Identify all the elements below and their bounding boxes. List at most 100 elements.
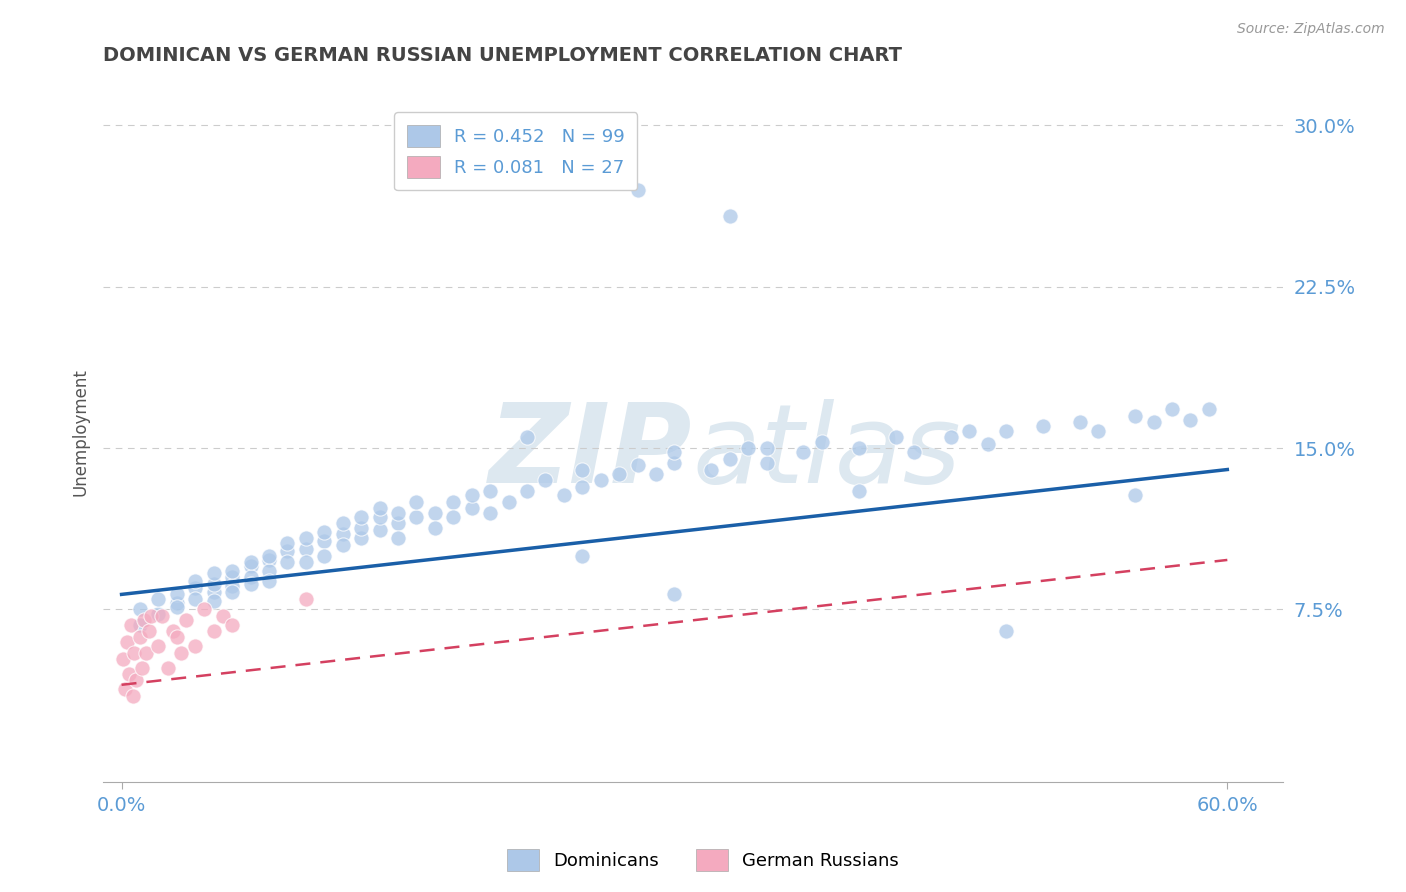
- Point: [332, 516, 354, 531]
- Point: [848, 441, 870, 455]
- Point: [114, 682, 136, 697]
- Point: [239, 555, 262, 569]
- Point: [1032, 419, 1054, 434]
- Point: [174, 613, 197, 627]
- Point: [589, 473, 612, 487]
- Point: [148, 591, 170, 606]
- Point: [1123, 409, 1146, 423]
- Point: [129, 602, 152, 616]
- Point: [792, 445, 814, 459]
- Point: [516, 484, 538, 499]
- Point: [118, 667, 141, 681]
- Point: [129, 631, 152, 645]
- Point: [332, 527, 354, 541]
- Legend: R = 0.452   N = 99, R = 0.081   N = 27: R = 0.452 N = 99, R = 0.081 N = 27: [395, 112, 637, 190]
- Point: [884, 430, 907, 444]
- Point: [212, 608, 235, 623]
- Point: [755, 441, 778, 455]
- Point: [664, 587, 686, 601]
- Point: [977, 436, 1000, 450]
- Point: [995, 424, 1018, 438]
- Point: [257, 574, 280, 589]
- Point: [295, 555, 318, 569]
- Point: [257, 549, 280, 563]
- Point: [202, 594, 225, 608]
- Point: [132, 613, 155, 627]
- Point: [441, 495, 464, 509]
- Point: [184, 581, 207, 595]
- Point: [156, 660, 179, 674]
- Point: [276, 555, 298, 569]
- Point: [1161, 402, 1184, 417]
- Point: [166, 587, 188, 601]
- Point: [239, 576, 262, 591]
- Text: atlas: atlas: [693, 400, 962, 507]
- Point: [121, 689, 143, 703]
- Point: [461, 501, 484, 516]
- Point: [221, 579, 243, 593]
- Point: [1123, 488, 1146, 502]
- Point: [645, 467, 668, 481]
- Point: [184, 574, 207, 589]
- Point: [755, 456, 778, 470]
- Point: [368, 501, 391, 516]
- Point: [626, 458, 648, 473]
- Point: [405, 495, 427, 509]
- Point: [184, 639, 207, 653]
- Y-axis label: Unemployment: Unemployment: [72, 368, 89, 496]
- Point: [350, 532, 373, 546]
- Point: [479, 484, 502, 499]
- Point: [626, 183, 648, 197]
- Point: [718, 209, 741, 223]
- Point: [368, 509, 391, 524]
- Point: [125, 673, 148, 688]
- Point: [811, 434, 834, 449]
- Point: [184, 591, 207, 606]
- Point: [1198, 402, 1220, 417]
- Point: [193, 602, 215, 616]
- Point: [148, 639, 170, 653]
- Point: [387, 516, 409, 531]
- Point: [332, 538, 354, 552]
- Point: [498, 495, 520, 509]
- Point: [202, 585, 225, 599]
- Point: [387, 506, 409, 520]
- Point: [202, 566, 225, 580]
- Point: [664, 456, 686, 470]
- Point: [957, 424, 980, 438]
- Point: [257, 564, 280, 578]
- Point: [139, 608, 162, 623]
- Point: [350, 509, 373, 524]
- Point: [276, 544, 298, 558]
- Point: [221, 564, 243, 578]
- Point: [131, 660, 153, 674]
- Point: [903, 445, 925, 459]
- Point: [239, 570, 262, 584]
- Point: [423, 506, 446, 520]
- Point: [479, 506, 502, 520]
- Point: [737, 441, 759, 455]
- Point: [387, 532, 409, 546]
- Point: [314, 549, 336, 563]
- Point: [350, 521, 373, 535]
- Point: [1069, 415, 1091, 429]
- Point: [148, 607, 170, 621]
- Point: [1180, 413, 1202, 427]
- Point: [995, 624, 1018, 638]
- Text: Source: ZipAtlas.com: Source: ZipAtlas.com: [1237, 22, 1385, 37]
- Point: [571, 480, 593, 494]
- Point: [607, 467, 630, 481]
- Point: [295, 542, 318, 557]
- Point: [162, 624, 184, 638]
- Point: [534, 473, 557, 487]
- Point: [221, 617, 243, 632]
- Point: [221, 585, 243, 599]
- Point: [138, 624, 160, 638]
- Point: [239, 559, 262, 574]
- Point: [1087, 424, 1109, 438]
- Point: [516, 430, 538, 444]
- Point: [221, 570, 243, 584]
- Point: [314, 524, 336, 539]
- Point: [166, 631, 188, 645]
- Point: [202, 576, 225, 591]
